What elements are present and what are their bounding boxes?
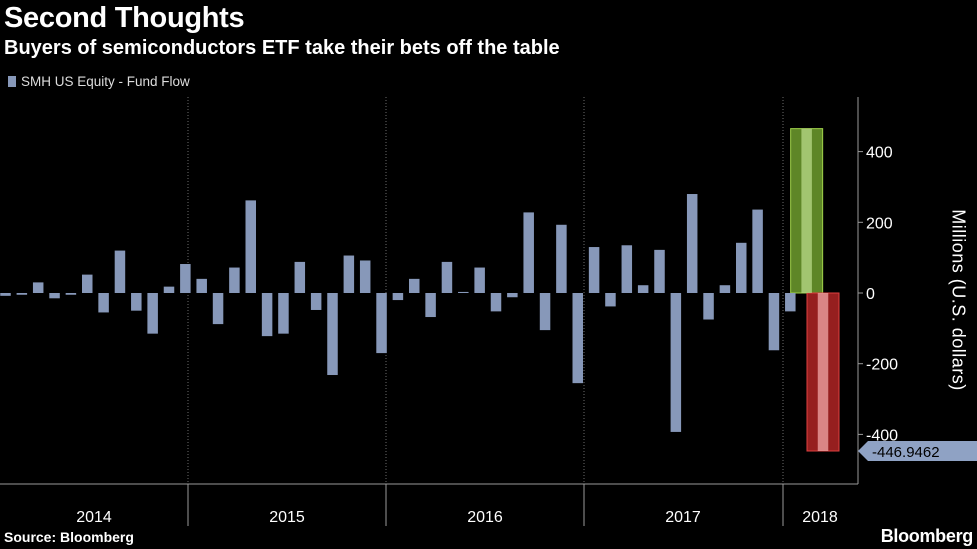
bar	[588, 247, 600, 293]
bar	[327, 293, 338, 376]
legend: SMH US Equity - Fund Flow	[8, 74, 190, 89]
bar	[49, 293, 60, 299]
bar	[768, 293, 780, 351]
y-axis-label: Millions (U.S. dollars)	[948, 209, 969, 391]
bar	[441, 261, 453, 293]
bar	[605, 293, 616, 307]
bar	[392, 293, 404, 301]
bar	[359, 260, 371, 293]
bar	[98, 293, 109, 313]
legend-label: SMH US Equity - Fund Flow	[21, 74, 190, 89]
bar	[670, 293, 682, 432]
bar	[474, 267, 485, 293]
chart-title: Second Thoughts	[4, 2, 245, 34]
bar	[458, 291, 469, 293]
bar	[719, 285, 731, 293]
bar	[343, 255, 355, 293]
bar	[801, 128, 812, 293]
source-note: Source: Bloomberg	[4, 529, 134, 545]
y-tick-label: -400	[866, 427, 898, 444]
bar	[261, 293, 273, 337]
bar	[490, 293, 502, 312]
bar	[131, 293, 142, 311]
bar	[637, 285, 649, 293]
x-tick-label: 2017	[665, 509, 701, 526]
bar	[507, 293, 518, 298]
bar	[572, 293, 583, 384]
bar	[703, 293, 714, 320]
bar	[114, 250, 126, 293]
bar	[409, 278, 420, 293]
callout-box	[868, 440, 977, 461]
bar	[180, 264, 191, 293]
bar	[736, 242, 747, 293]
x-tick-label: 2014	[76, 509, 112, 526]
y-tick-label: 0	[866, 286, 875, 303]
bar	[621, 245, 633, 293]
bar	[32, 282, 44, 293]
y-tick-label: 400	[866, 145, 893, 162]
bar	[310, 293, 322, 310]
y-tick-label: 200	[866, 215, 893, 232]
bar	[278, 293, 289, 334]
bar	[212, 293, 224, 325]
y-tick-label: -200	[866, 357, 898, 374]
callout-pointer	[858, 440, 868, 461]
bar	[196, 278, 207, 293]
bar	[229, 267, 240, 293]
bar	[16, 293, 28, 295]
bar	[523, 212, 534, 293]
bar	[425, 293, 436, 318]
bar	[654, 249, 665, 293]
bar	[539, 293, 551, 331]
x-tick-label: 2016	[467, 509, 503, 526]
bar	[817, 293, 829, 451]
bar	[147, 293, 158, 334]
bar	[752, 209, 763, 293]
legend-swatch	[8, 76, 16, 87]
bar	[0, 293, 11, 296]
bar	[376, 293, 387, 354]
bar	[82, 274, 93, 293]
bar	[556, 224, 567, 293]
chart-subtitle: Buyers of semiconductors ETF take their …	[4, 37, 560, 59]
bar	[785, 293, 796, 312]
callout-value: -446.9462	[872, 444, 940, 461]
bar	[294, 261, 306, 293]
bar	[65, 293, 77, 295]
bar	[163, 286, 175, 293]
x-tick-label: 2018	[802, 509, 838, 526]
brand-logo: Bloomberg	[880, 526, 974, 546]
bar	[686, 194, 698, 293]
x-tick-label: 2015	[269, 509, 305, 526]
bar	[245, 200, 256, 293]
